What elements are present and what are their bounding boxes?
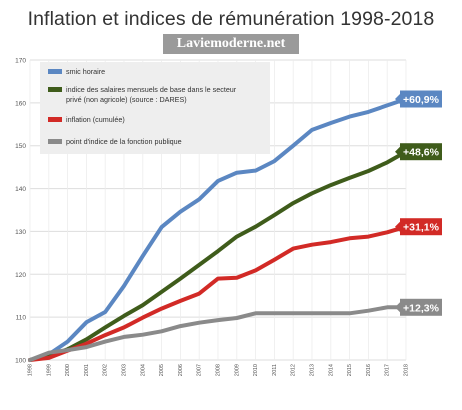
end-label-box xyxy=(400,298,442,316)
end-label-box xyxy=(400,218,442,236)
end-label-pointer xyxy=(395,221,400,232)
legend-swatch xyxy=(48,87,62,92)
series-lines xyxy=(28,97,408,362)
x-tick-label: 2010 xyxy=(253,364,259,376)
x-tick-label: 2012 xyxy=(291,364,297,376)
x-tick-label: 1998 xyxy=(27,364,33,376)
x-tick-label: 2018 xyxy=(403,364,409,376)
x-tick-label: 2005 xyxy=(159,364,165,376)
x-tick-label: 2004 xyxy=(140,364,146,376)
legend-label: indice des salaires mensuels de base dan… xyxy=(66,85,237,94)
end-label-pointer xyxy=(395,146,400,157)
legend: smic horaire indice des salaires mensuels… xyxy=(40,62,270,154)
y-tick-label: 160 xyxy=(15,100,26,107)
x-tick-label: 2003 xyxy=(121,364,127,376)
chart-title: Inflation et indices de rémunération 199… xyxy=(27,8,435,30)
x-tick-label: 2017 xyxy=(385,364,391,376)
end-label: +48,6% xyxy=(403,147,440,159)
legend-label: privé (non agricole) (source : DARES) xyxy=(66,95,187,104)
end-label-pointer xyxy=(395,94,400,104)
end-label: +31,1% xyxy=(403,222,440,234)
axes: 100 110 120 130 140 150 160 170 1998 1999 2000 2001… xyxy=(15,58,409,377)
end-label: +60,9% xyxy=(403,94,440,106)
y-tick-label: 150 xyxy=(15,143,26,150)
x-tick-label: 2001 xyxy=(84,364,90,376)
x-tick-label: 2014 xyxy=(328,364,334,376)
legend-box xyxy=(40,62,270,154)
legend-label: inflation (cumulée) xyxy=(66,115,125,124)
x-tick-label: 2006 xyxy=(178,364,184,376)
x-tick-label: 2011 xyxy=(272,364,278,376)
legend-label: smic horaire xyxy=(66,67,105,76)
y-tick-label: 130 xyxy=(15,229,26,236)
x-tick-label: 2013 xyxy=(309,364,315,376)
end-label-box xyxy=(400,143,442,161)
end-label-box xyxy=(400,90,442,108)
x-tick-label: 2002 xyxy=(103,364,109,376)
x-tick-label: 2009 xyxy=(234,364,240,376)
legend-swatch xyxy=(48,69,62,74)
legend-label: point d'indice de la fonction publique xyxy=(66,137,182,146)
end-labels: +60,9% +48,6% +31,1% +12,3% xyxy=(395,90,442,316)
y-tick-label: 110 xyxy=(16,315,27,322)
legend-swatch xyxy=(48,117,62,122)
x-tick-label: 1999 xyxy=(46,364,52,376)
x-tick-label: 2008 xyxy=(215,364,221,376)
x-tick-label: 2007 xyxy=(197,364,203,376)
y-tick-label: 170 xyxy=(15,58,26,65)
y-tick-label: 120 xyxy=(15,272,26,279)
x-tick-label: 2016 xyxy=(366,364,372,376)
site-watermark: Laviemoderne.net xyxy=(163,34,299,54)
y-tick-label: 100 xyxy=(15,358,26,365)
end-label: +12,3% xyxy=(403,302,440,314)
end-label-pointer xyxy=(395,302,400,313)
y-tick-label: 140 xyxy=(15,186,26,193)
x-tick-label: 2015 xyxy=(347,364,353,376)
x-tick-label: 2000 xyxy=(65,364,71,376)
legend-swatch xyxy=(48,139,62,144)
